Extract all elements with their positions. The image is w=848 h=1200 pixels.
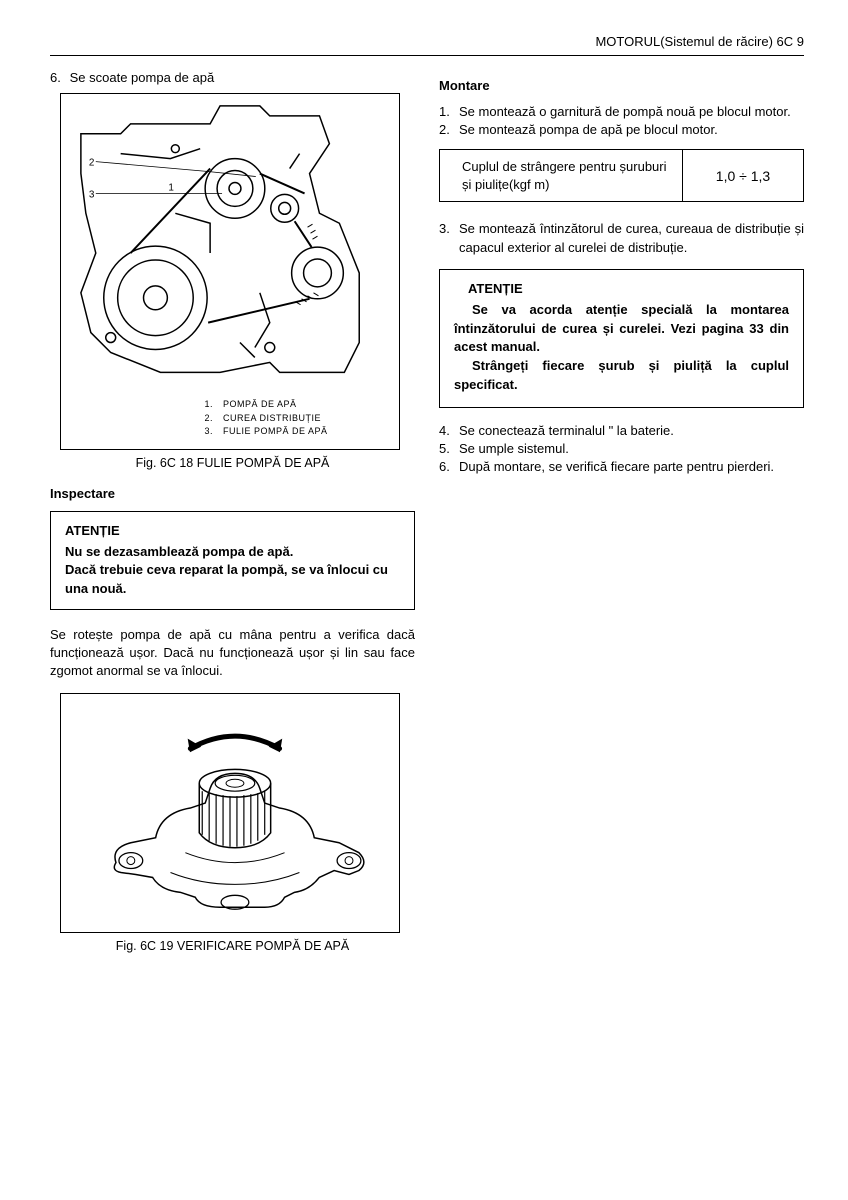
figure-18-svg: 1 2 3 xyxy=(61,94,399,392)
legend-num: 3. xyxy=(201,425,213,439)
caution-line: Dacă trebuie ceva reparat la pompă, se v… xyxy=(65,561,400,599)
callout-3: 3 xyxy=(89,189,95,200)
legend-num: 2. xyxy=(201,412,213,426)
step-num: 2. xyxy=(439,121,459,139)
step-text: Se conectează terminalul " la baterie. xyxy=(459,422,804,440)
torque-value: 1,0 ÷ 1,3 xyxy=(683,150,803,201)
right-column: Montare 1.Se montează o garnitură de pom… xyxy=(439,70,804,969)
step-text: Se montează întinzătorul de curea, curea… xyxy=(459,220,804,256)
mount-steps-c: 4.Se conectează terminalul " la baterie.… xyxy=(439,422,804,477)
figure-18-legend: 1. POMPĂ DE APĂ 2. CUREA DISTRIBUȚIE 3. FUL… xyxy=(61,392,399,449)
step-text: Se montează o garnitură de pompă nouă pe… xyxy=(459,103,804,121)
caution-title: ATENȚIE xyxy=(65,522,400,541)
figure-19-box xyxy=(60,693,400,933)
mount-steps-b: 3.Se montează întinzătorul de curea, cur… xyxy=(439,220,804,256)
figure-19-svg xyxy=(61,694,399,932)
step-text: Se montează pompa de apă pe blocul motor… xyxy=(459,121,804,139)
step-num: 5. xyxy=(439,440,459,458)
figure-19-caption: Fig. 6C 19 VERIFICARE POMPĂ DE APĂ xyxy=(50,939,415,953)
content-columns: 6. Se scoate pompa de apă xyxy=(50,70,804,969)
left-column: 6. Se scoate pompa de apă xyxy=(50,70,415,969)
inspect-heading: Inspectare xyxy=(50,486,415,501)
step-num: 6. xyxy=(439,458,459,476)
callout-2: 2 xyxy=(89,158,95,169)
caution-box-2: ATENȚIE Se va acorda atenție specială la… xyxy=(439,269,804,408)
step-num: 6. xyxy=(50,70,66,85)
figure-18-caption: Fig. 6C 18 FULIE POMPĂ DE APĂ xyxy=(50,456,415,470)
caution-title: ATENȚIE xyxy=(454,280,789,299)
legend-text: FULIE POMPĂ DE APĂ xyxy=(223,425,328,439)
caution-box-1: ATENȚIE Nu se dezasamblează pompa de apă… xyxy=(50,511,415,610)
step-text: După montare, se verifică fiecare parte … xyxy=(459,458,804,476)
torque-table: Cuplul de strângere pentru șuruburi și p… xyxy=(439,149,804,202)
step-num: 4. xyxy=(439,422,459,440)
caution-p2: Strângeți fiecare șurub și piuliță la cu… xyxy=(454,357,789,395)
caution-line: Nu se dezasamblează pompa de apă. xyxy=(65,543,400,562)
legend-num: 1. xyxy=(201,398,213,412)
step-num: 1. xyxy=(439,103,459,121)
step-text: Se umple sistemul. xyxy=(459,440,804,458)
legend-text: POMPĂ DE APĂ xyxy=(223,398,297,412)
step-num: 3. xyxy=(439,220,459,256)
step-text: Se scoate pompa de apă xyxy=(70,70,215,85)
figure-18-box: 1 2 3 1. POMPĂ DE APĂ 2. CUREA DISTRIBUȚIE… xyxy=(60,93,400,450)
legend-text: CUREA DISTRIBUȚIE xyxy=(223,412,321,426)
callout-1: 1 xyxy=(168,182,174,193)
inspect-paragraph: Se rotește pompa de apă cu mâna pentru a… xyxy=(50,626,415,681)
page-header: MOTORUL(Sistemul de răcire) 6C 9 xyxy=(50,34,804,56)
mount-heading: Montare xyxy=(439,78,804,93)
caution-p1: Se va acorda atenție specială la montare… xyxy=(454,301,789,358)
mount-steps-a: 1.Se montează o garnitură de pompă nouă … xyxy=(439,103,804,139)
torque-label: Cuplul de strângere pentru șuruburi și p… xyxy=(440,150,683,201)
step-6: 6. Se scoate pompa de apă xyxy=(50,70,415,85)
